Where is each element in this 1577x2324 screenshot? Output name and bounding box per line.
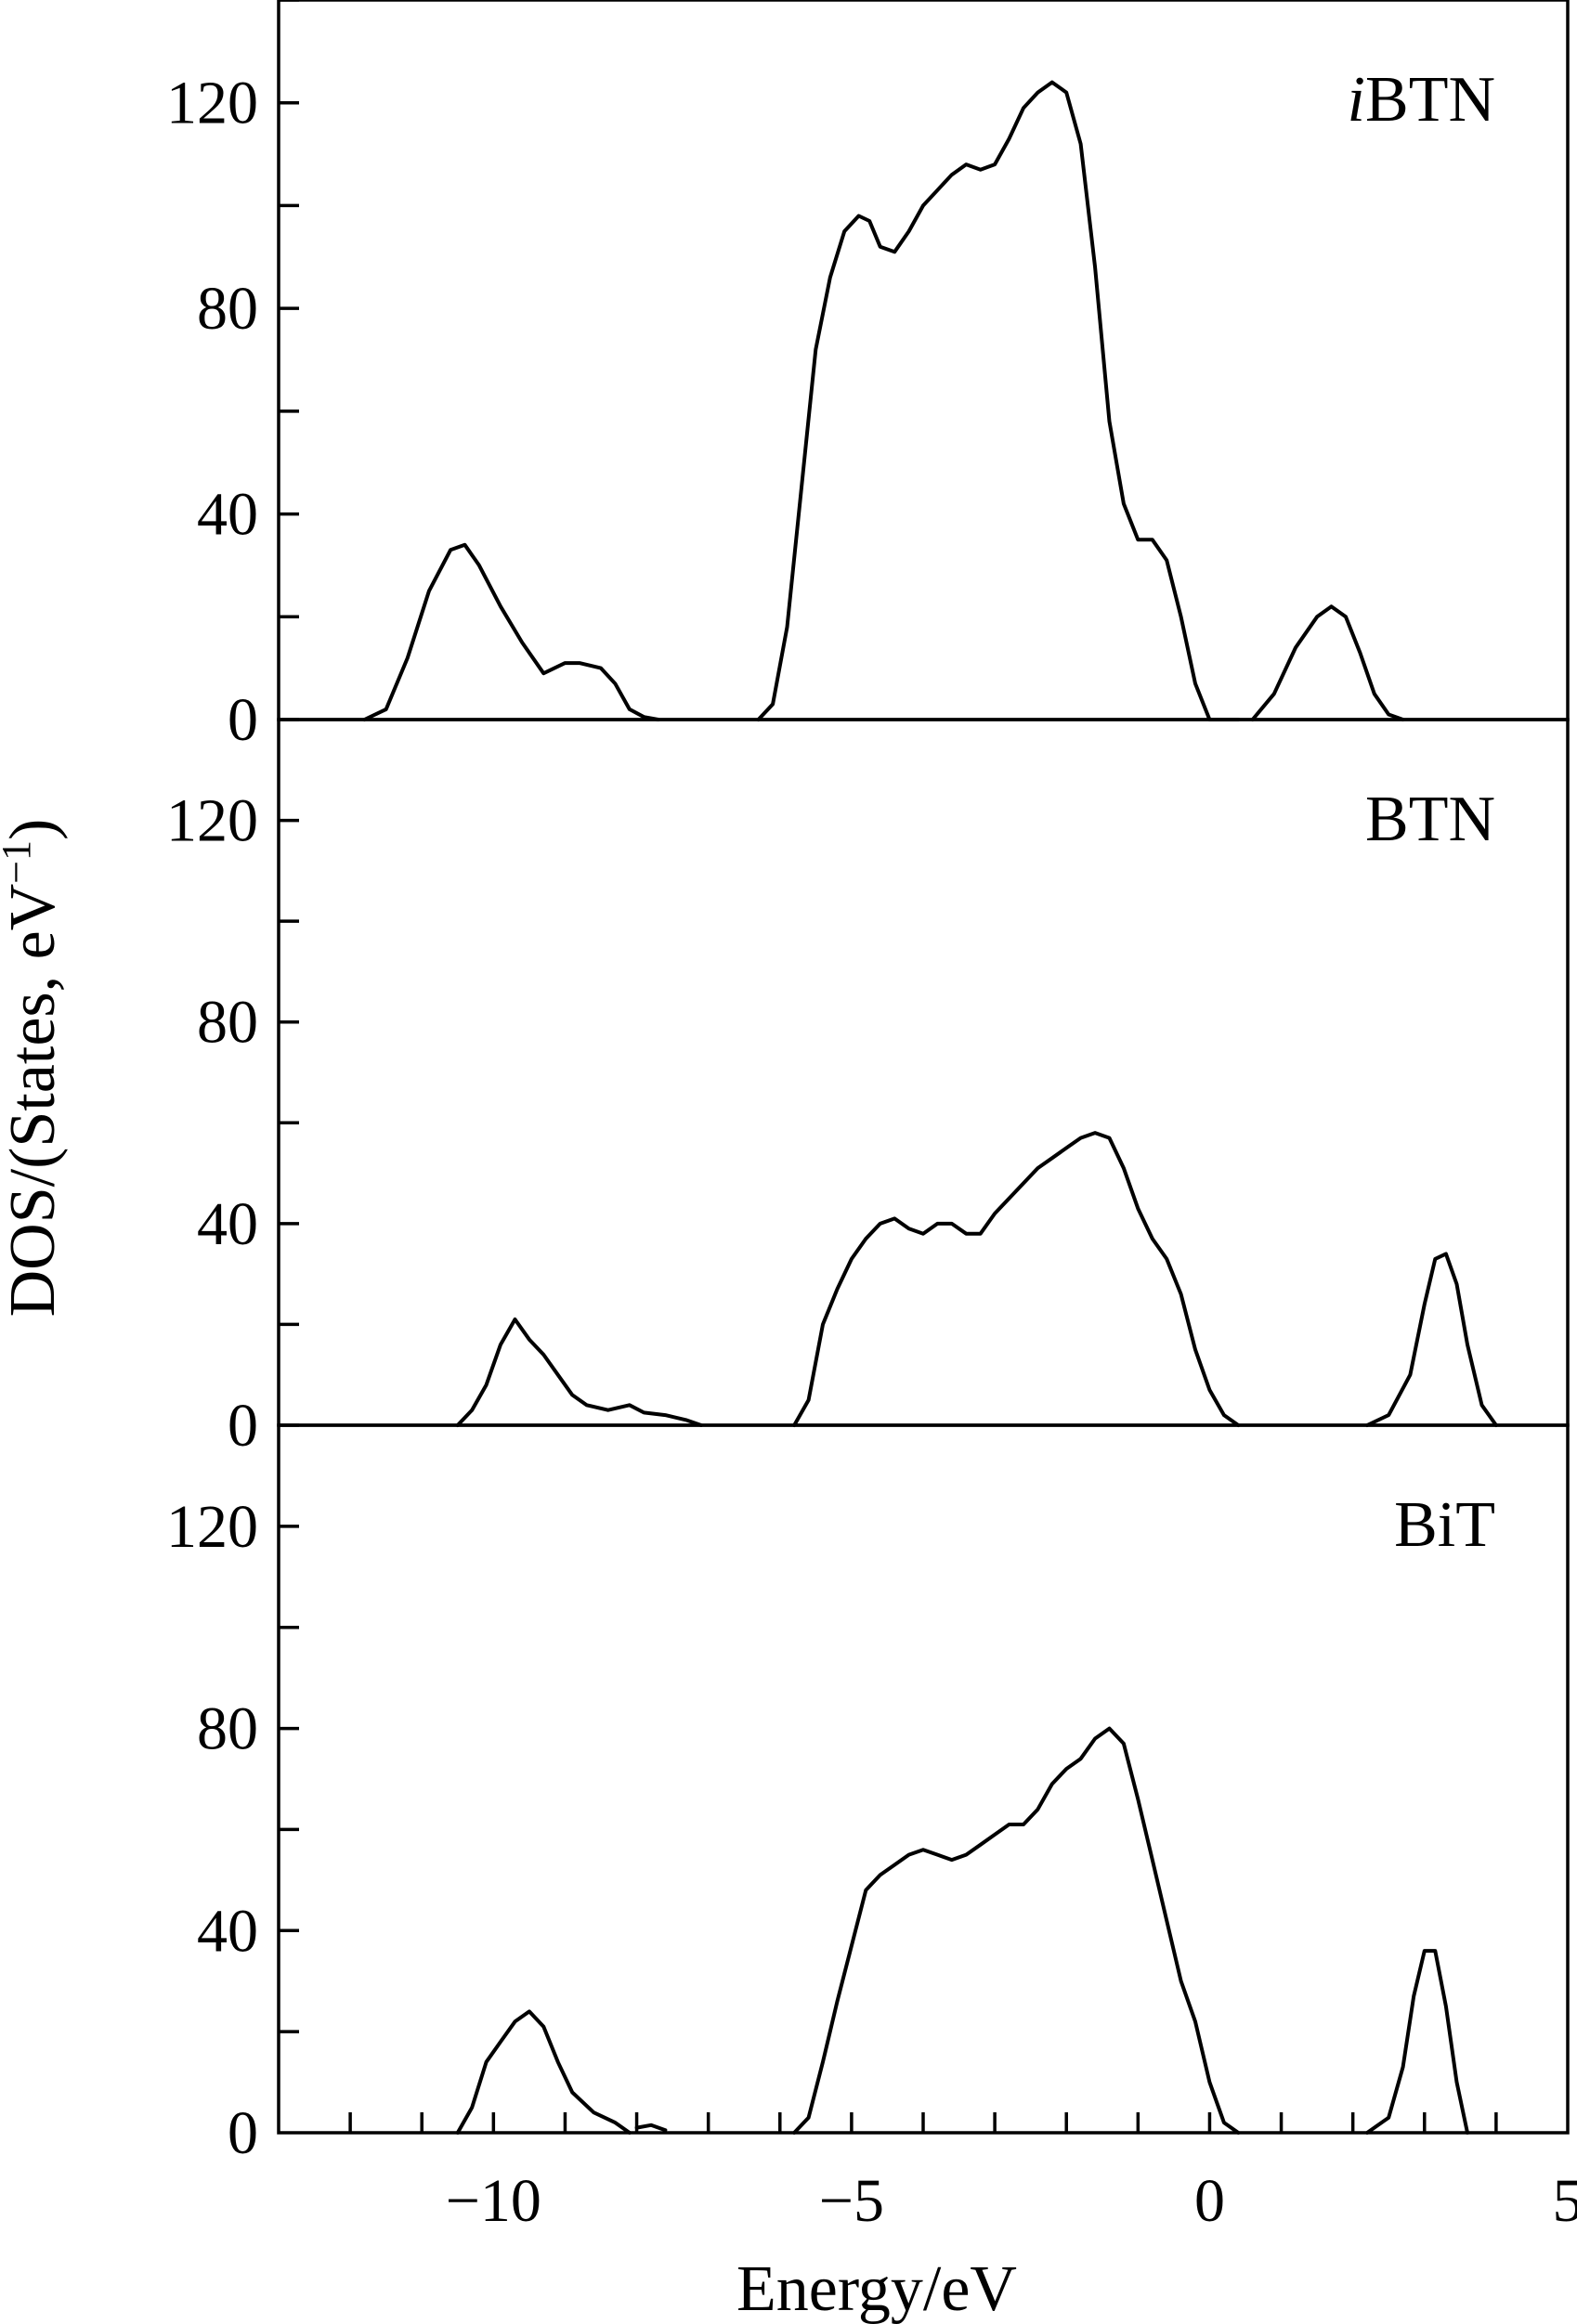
dos-curve <box>634 2123 668 2133</box>
y-tick-label: 120 <box>166 1493 258 1561</box>
y-tick-label: 0 <box>228 2099 258 2167</box>
panel-label: BiT <box>1394 1489 1495 1561</box>
dos-curve <box>1365 1252 1498 1427</box>
panel-label: iBTN <box>1348 64 1495 136</box>
y-tick-label: 0 <box>228 686 258 754</box>
panel-label-text: BTN <box>1365 784 1495 855</box>
y-tick-label: 40 <box>197 1897 258 1965</box>
dos-curve <box>362 542 660 721</box>
panel-1: 0 40 80 120 iBTN <box>166 0 1570 754</box>
panel-label-text: BiT <box>1394 1489 1495 1561</box>
x-axis: −10 −5 0 5 <box>348 2112 1577 2235</box>
dos-curve <box>756 80 1241 721</box>
y-tick-label: 120 <box>166 70 258 137</box>
x-axis-title: Energy/eV <box>736 2253 1017 2324</box>
y-axis-title-superscript: −1 <box>0 840 39 884</box>
panel-3: 0 40 80 120 BiT <box>166 1423 1570 2167</box>
y-tick-label: 40 <box>197 1190 258 1258</box>
dos-curve <box>792 1726 1241 2135</box>
y-axis-title-close: ) <box>0 819 69 840</box>
y-tick-label: 80 <box>197 989 258 1057</box>
y-tick-label: 0 <box>228 1392 258 1460</box>
dos-curve <box>1250 604 1405 721</box>
panel-2: 0 40 80 120 BTN <box>166 718 1570 1460</box>
y-axis-title: DOS/(States, eV−1) <box>0 819 69 1318</box>
x-tick-label: 0 <box>1194 2167 1225 2235</box>
panel-frame <box>277 1423 1570 2135</box>
dos-curve <box>1365 1949 1469 2135</box>
y-tick-label: 80 <box>197 275 258 343</box>
y-tick-label: 120 <box>166 787 258 855</box>
x-tick-label: 5 <box>1553 2167 1577 2235</box>
panel-label-text: BTN <box>1365 64 1495 136</box>
dos-curve <box>792 1131 1241 1427</box>
y-axis-title-main: DOS/(States, eV <box>0 884 69 1318</box>
x-tick-label: −10 <box>446 2167 541 2235</box>
dos-curve <box>455 2009 632 2135</box>
dos-curve <box>455 1318 703 1427</box>
panel-label: BTN <box>1365 784 1495 855</box>
x-tick-label: −5 <box>819 2167 884 2235</box>
panel-label-italic-prefix: i <box>1348 64 1365 136</box>
y-tick-label: 40 <box>197 481 258 549</box>
y-tick-label: 80 <box>197 1695 258 1763</box>
